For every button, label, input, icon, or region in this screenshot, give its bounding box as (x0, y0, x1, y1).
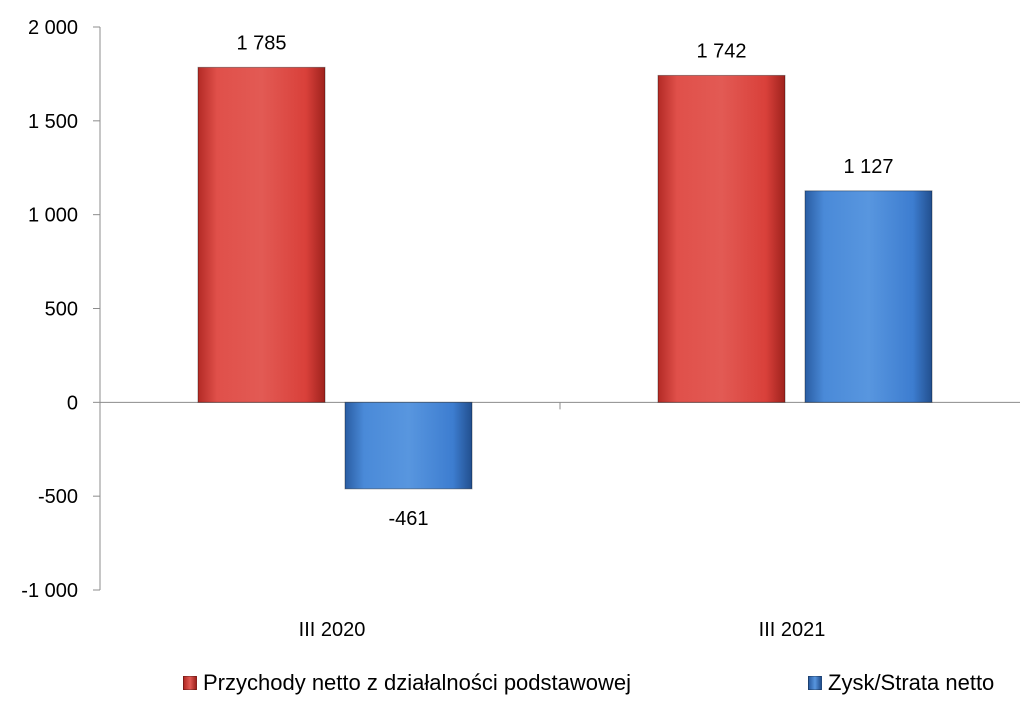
data-label: 1 127 (843, 156, 893, 178)
legend-swatch-revenue (183, 676, 197, 690)
legend-label-net-profit: Zysk/Strata netto (828, 670, 995, 695)
legend-swatch-net-profit (808, 676, 822, 690)
y-tick-label: 2 000 (28, 17, 78, 39)
data-label: -461 (388, 508, 428, 530)
y-tick-label: -500 (38, 486, 78, 508)
x-category-label: III 2021 (759, 619, 826, 641)
bar-net-profit-iii-2021 (804, 190, 933, 403)
data-label: 1 742 (696, 40, 746, 62)
y-tick-label: 1 500 (28, 111, 78, 133)
y-tick-label: -1 000 (21, 580, 78, 602)
bar-revenue-iii-2020 (197, 66, 326, 403)
y-tick-label: 0 (67, 392, 78, 414)
legend: Przychody netto z działalności podstawow… (0, 670, 1023, 704)
legend-item-net-profit: Zysk/Strata netto (808, 670, 994, 696)
y-tick-label: 1 000 (28, 205, 78, 227)
x-category-label: III 2020 (299, 619, 366, 641)
data-labels: III 2020 1 785 -461 III 2021 1 742 1 127 (236, 32, 893, 641)
axes: 2 000 1 500 1 000 500 0 -500 -1 000 (21, 17, 1020, 602)
bar-chart: 2 000 1 500 1 000 500 0 -500 -1 000 III 2020 1 … (21, 17, 1020, 641)
data-label: 1 785 (236, 32, 286, 54)
bar-net-profit-iii-2020 (344, 401, 473, 490)
legend-label-revenue: Przychody netto z działalności podstawow… (203, 670, 632, 695)
bar-revenue-iii-2021 (657, 74, 786, 403)
bars (197, 66, 933, 490)
y-tick-label: 500 (45, 299, 78, 321)
legend-item-revenue: Przychody netto z działalności podstawow… (183, 670, 631, 696)
